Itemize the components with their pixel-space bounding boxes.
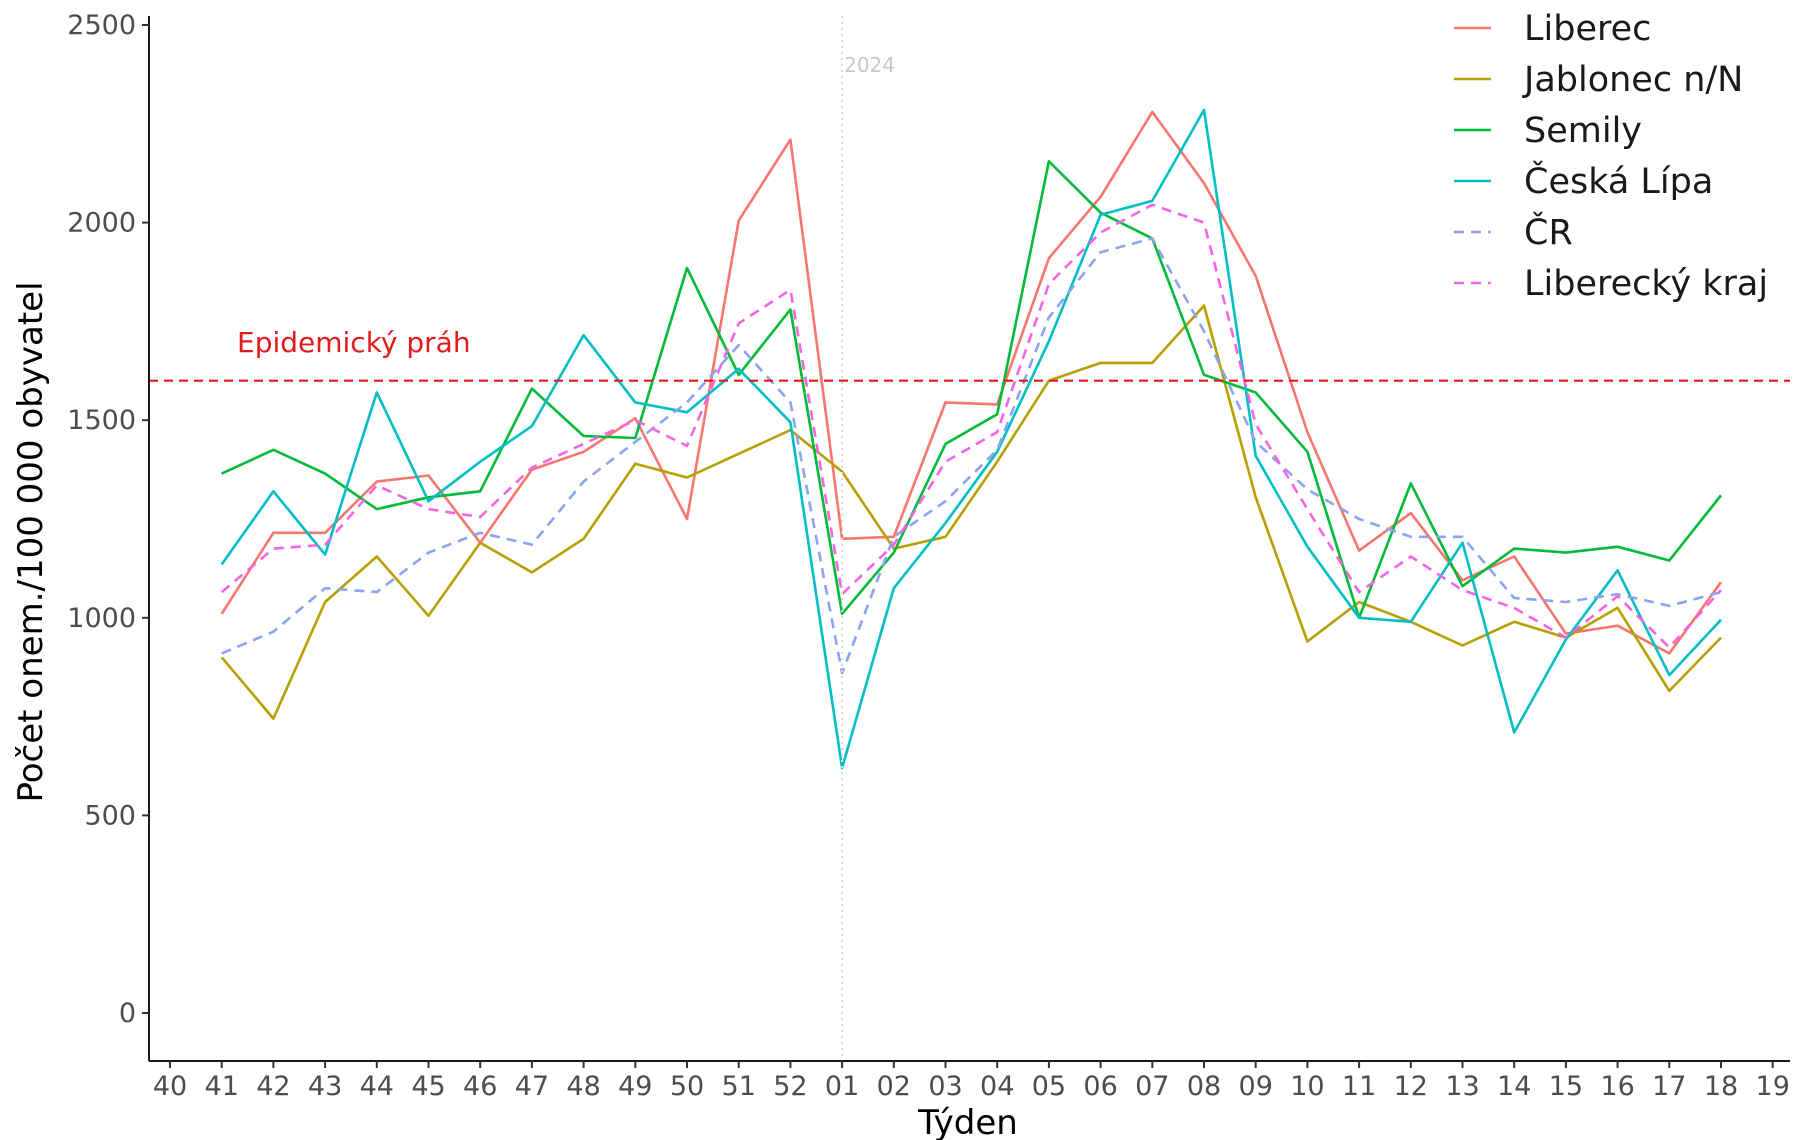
x-tick-label: 42 <box>256 1071 290 1102</box>
series-line-semily <box>221 160 1723 620</box>
legend-label-liberec: Liberec <box>1524 9 1651 49</box>
x-tick-label: 51 <box>722 1071 756 1102</box>
x-tick-label: 01 <box>825 1071 859 1102</box>
x-tick-label: 17 <box>1652 1071 1686 1102</box>
legend-label-ceska-lipa: Česká Lípa <box>1524 160 1713 202</box>
x-tick-label: 02 <box>877 1071 911 1102</box>
series-line-jablonec-n-n <box>220 304 1722 720</box>
y-tick-label: 2000 <box>67 208 136 239</box>
y-tick-label: 1500 <box>67 405 136 436</box>
x-tick-label: 52 <box>773 1071 807 1102</box>
legend-label-jablonec-n-n: Jablonec n/N <box>1522 60 1743 100</box>
x-tick-label: 12 <box>1394 1071 1428 1102</box>
x-tick-label: 15 <box>1549 1071 1583 1102</box>
x-tick-label: 46 <box>463 1071 497 1102</box>
legend: Liberec Jablonec n/N Semily Česká Lípa ČR Lib… <box>1454 9 1768 304</box>
series-line-liberec <box>220 110 1723 655</box>
legend-label-cr: ČR <box>1524 211 1573 253</box>
year-marker-label: 2024 <box>844 53 895 77</box>
x-tick-label: 08 <box>1187 1071 1221 1102</box>
x-axis-title: Týden <box>917 1103 1018 1140</box>
x-tick-label: 07 <box>1135 1071 1169 1102</box>
x-tick-label: 40 <box>153 1071 187 1102</box>
annotations: 2024 Epidemický práh <box>149 16 1790 1061</box>
x-tick-label: 04 <box>980 1071 1014 1102</box>
x-tick-label: 45 <box>411 1071 445 1102</box>
x-tick-label: 13 <box>1445 1071 1479 1102</box>
x-tick-label: 11 <box>1342 1071 1376 1102</box>
series-line-cr <box>221 237 1722 675</box>
series-line-liberecky-kraj <box>220 203 1722 649</box>
series-line-ceska-lipa <box>220 108 1722 770</box>
axes: 0 500 1000 1500 2000 2500 40 41 42 43 44 45 46 47 48 49… <box>67 10 1790 1102</box>
x-tick-label: 06 <box>1083 1071 1117 1102</box>
x-tick-label: 18 <box>1704 1071 1738 1102</box>
x-tick-label: 47 <box>515 1071 549 1102</box>
x-tick-label: 19 <box>1756 1071 1790 1102</box>
threshold-label: Epidemický práh <box>237 326 471 359</box>
x-tick-label: 43 <box>308 1071 342 1102</box>
y-tick-label: 1000 <box>67 603 136 634</box>
legend-label-semily: Semily <box>1524 111 1642 151</box>
x-tick-label: 14 <box>1497 1071 1531 1102</box>
x-tick-label: 50 <box>670 1071 704 1102</box>
x-tick-label: 41 <box>205 1071 239 1102</box>
y-tick-label: 2500 <box>67 10 136 41</box>
x-tick-label: 10 <box>1290 1071 1324 1102</box>
y-axis-title: Počet onem./100 000 obyvatel <box>11 281 51 802</box>
x-tick-label: 16 <box>1600 1071 1634 1102</box>
legend-label-liberecky-kraj: Liberecký kraj <box>1524 264 1768 304</box>
x-tick-label: 44 <box>360 1071 394 1102</box>
y-tick-label: 0 <box>119 998 136 1029</box>
y-tick-label: 500 <box>84 800 136 831</box>
series-lines <box>220 108 1723 770</box>
x-tick-label: 09 <box>1239 1071 1273 1102</box>
x-tick-label: 48 <box>566 1071 600 1102</box>
x-tick-label: 49 <box>618 1071 652 1102</box>
x-tick-label: 05 <box>1032 1071 1066 1102</box>
x-tick-label: 03 <box>928 1071 962 1102</box>
